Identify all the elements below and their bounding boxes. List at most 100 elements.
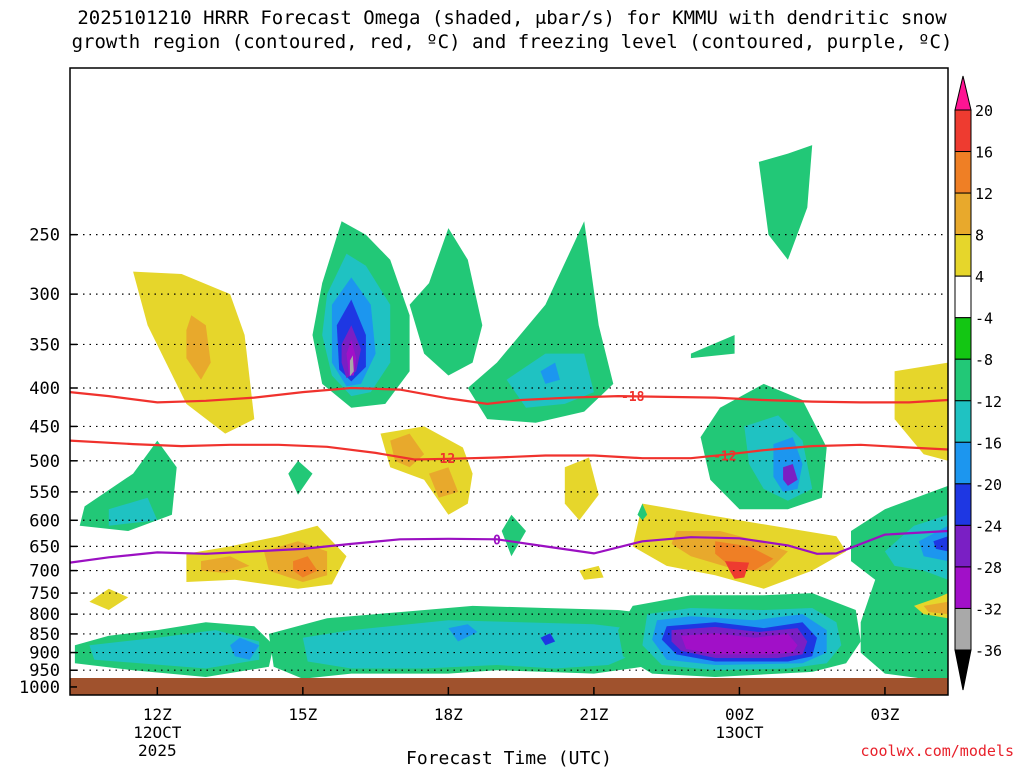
omega-region-33 <box>79 440 177 531</box>
colorbar-box-5 <box>954 317 972 360</box>
x-tick-label-12Z: 12Z <box>143 705 172 724</box>
omega-shaded-regions <box>74 145 948 681</box>
y-tick-label-250: 250 <box>29 226 60 246</box>
colorbar-label-11: -28 <box>975 559 1002 577</box>
omega-region-53 <box>918 525 948 562</box>
colorbar-box-7 <box>954 400 972 443</box>
colorbar-label-4: 4 <box>975 268 984 286</box>
colorbar-box-1 <box>954 151 972 194</box>
omega-region-43 <box>448 624 478 642</box>
omega-region-42 <box>302 620 643 669</box>
omega-region-12 <box>540 362 560 384</box>
y-tick-label-850: 850 <box>29 625 60 645</box>
omega-region-39 <box>89 630 260 669</box>
colorbar-box-9 <box>954 483 972 526</box>
colorbar-box-4 <box>954 275 972 319</box>
x-tick-label-21Z: 21Z <box>579 705 608 724</box>
x-tick-label-15Z: 15Z <box>288 705 317 724</box>
colorbar-box-12 <box>954 607 972 651</box>
title-line-2: growth region (contoured, red, ºC) and f… <box>71 31 953 53</box>
isotherm-contours: -18 -12 -12 0 <box>69 386 949 564</box>
source-watermark: coolwx.com/models <box>860 742 1014 760</box>
dgz-upper-isotherm-label: -18 <box>621 390 645 405</box>
dgz-lower-isotherm-label-2: -12 <box>713 450 736 465</box>
colorbar-label-7: -12 <box>975 393 1002 411</box>
x-tick-label-00Z: 00Z <box>725 705 754 724</box>
omega-region-21 <box>758 145 813 260</box>
colorbar-label-1: 16 <box>975 144 993 162</box>
omega-region-20 <box>783 464 798 486</box>
colorbar-legend: 20 16 12 8 4 -4 -8 -12 -16 -20 -24 -28 -32 -36 <box>954 75 1002 691</box>
x-tick-label-03Z: 03Z <box>870 705 899 724</box>
colorbar-label-10: -24 <box>975 517 1002 535</box>
title-line-1: 2025101210 HRRR Forecast Omega (shaded, … <box>77 7 947 29</box>
colorbar-box-8 <box>954 441 972 485</box>
colorbar-box-3 <box>954 234 972 277</box>
y-tick-label-600: 600 <box>29 511 60 531</box>
omega-region-36 <box>501 514 526 557</box>
omega-region-30 <box>201 556 250 573</box>
x-tick-year-12Z: 2025 <box>138 741 177 760</box>
colorbar-box-6 <box>954 358 972 402</box>
colorbar-label-9: -20 <box>975 476 1002 494</box>
y-tick-label-300: 300 <box>29 285 60 305</box>
dgz-upper-isotherm <box>69 386 949 406</box>
y-tick-label-350: 350 <box>29 335 60 355</box>
colorbar-bottom-arrow <box>954 649 972 691</box>
omega-region-1 <box>186 315 211 380</box>
omega-region-35 <box>288 460 313 495</box>
colorbar-label-2: 12 <box>975 185 993 203</box>
y-tick-label-500: 500 <box>29 452 60 472</box>
omega-region-16 <box>564 457 599 521</box>
colorbar-box-10 <box>954 524 972 568</box>
colorbar-label-3: 8 <box>975 227 984 245</box>
omega-region-32 <box>579 565 604 580</box>
y-axis: 2503003504004505005506006507007508008509… <box>19 226 77 698</box>
omega-region-56 <box>923 601 948 615</box>
omega-region-31 <box>89 588 129 610</box>
omega-region-8 <box>349 355 354 377</box>
y-tick-label-400: 400 <box>29 379 60 399</box>
colorbar-top-arrow <box>954 75 972 111</box>
colorbar-box-0 <box>954 109 972 153</box>
y-tick-label-650: 650 <box>29 537 60 557</box>
plot-frame <box>69 67 949 696</box>
x-tick-date-12Z: 12OCT <box>133 723 182 742</box>
colorbar-label-5: -4 <box>975 310 993 328</box>
dgz-lower-isotherm-label: -12 <box>432 452 455 467</box>
omega-region-54 <box>933 536 948 552</box>
dgz-lower-isotherm <box>69 439 949 461</box>
omega-region-22 <box>690 335 735 359</box>
omega-region-37 <box>637 503 648 521</box>
freezing-level-line <box>69 529 949 564</box>
y-tick-label-800: 800 <box>29 605 60 625</box>
x-axis-label: Forecast Time (UTC) <box>406 748 612 768</box>
colorbar-label-6: -8 <box>975 351 993 369</box>
omega-region-29 <box>293 556 318 578</box>
omega-region-7 <box>346 339 357 376</box>
omega-region-50 <box>681 633 798 655</box>
y-tick-label-1000: 1000 <box>19 678 60 698</box>
colorbar-label-0: 20 <box>975 102 993 120</box>
y-tick-label-700: 700 <box>29 562 60 582</box>
y-tick-label-950: 950 <box>29 661 60 681</box>
colorbar-label-12: -32 <box>975 600 1002 618</box>
colorbar-box-11 <box>954 566 972 609</box>
colorbar-box-2 <box>954 192 972 236</box>
omega-region-44 <box>540 633 556 646</box>
y-tick-label-550: 550 <box>29 483 60 503</box>
chart-title: 2025101210 HRRR Forecast Omega (shaded, … <box>0 6 1024 54</box>
omega-region-40 <box>230 637 260 660</box>
y-tick-label-900: 900 <box>29 644 60 664</box>
y-tick-label-750: 750 <box>29 584 60 604</box>
y-tick-label-450: 450 <box>29 417 60 437</box>
omega-region-14 <box>429 467 459 498</box>
colorbar-label-13: -36 <box>975 642 1002 660</box>
omega-region-9 <box>409 228 483 376</box>
freezing-level-label: 0 <box>493 533 501 548</box>
x-tick-date-00Z: 13OCT <box>715 723 764 742</box>
ground-surface <box>70 678 948 695</box>
omega-region-57 <box>894 362 948 461</box>
